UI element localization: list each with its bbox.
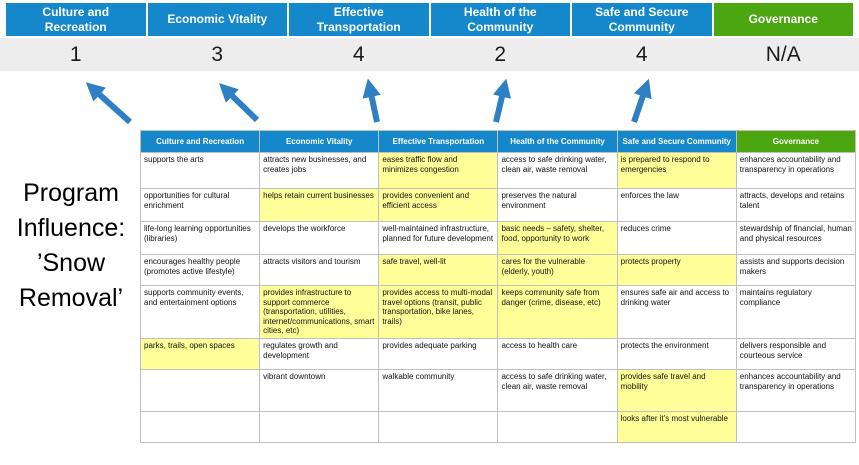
matrix-cell: access to health care [497, 338, 618, 370]
influence-arrow-4 [492, 78, 512, 123]
summary-header-safe-and-secure-community: Safe and Secure Community [572, 3, 712, 36]
matrix-cell [497, 411, 618, 443]
matrix-row-1: supports the arts attracts new businesses… [139, 152, 857, 189]
matrix-cell: basic needs – safety, shelter, food, opp… [497, 221, 618, 255]
matrix-header-economic-vitality: Economic Vitality [259, 130, 380, 153]
matrix-cell [139, 369, 261, 412]
summary-header-culture-and-recreation: Culture and Recreation [6, 3, 146, 36]
matrix-cell: attracts, develops and retains talent [735, 188, 857, 222]
matrix-cell: access to safe drinking water, clean air… [497, 369, 618, 412]
matrix-body: supports the arts attracts new businesses… [139, 152, 857, 443]
matrix-cell [378, 411, 499, 443]
matrix-cell [735, 411, 857, 443]
matrix-cell: supports the arts [139, 152, 261, 189]
matrix-cell: enhances accountability and transparency… [735, 369, 857, 412]
matrix-cell: is prepared to respond to emergencies [616, 152, 737, 189]
matrix-cell: encourages healthy people (promotes acti… [139, 254, 261, 286]
score-economic-vitality: 3 [211, 42, 224, 66]
matrix-row-8: looks after it's most vulnerable [139, 411, 857, 443]
page-title: Program Influence: ’Snow Removal’ [16, 179, 126, 312]
influence-arrow-1 [85, 82, 133, 125]
summary-header-row: Culture and Recreation Economic Vitality E… [6, 3, 853, 36]
summary-header-effective-transportation: Effective Transportation [289, 3, 429, 36]
matrix-header-safe-and-secure-community: Safe and Secure Community [616, 130, 737, 153]
influence-arrow-5 [631, 78, 652, 123]
influence-arrow-3 [362, 78, 381, 123]
influence-arrows [85, 78, 652, 125]
matrix-cell: well-maintained infrastructure, planned … [378, 221, 499, 255]
matrix-cell: protects property [616, 254, 737, 286]
matrix-cell: protects the environment [616, 338, 737, 370]
score-band: 1 3 4 2 4 N/A [0, 38, 859, 71]
matrix-cell: enhances accountability and transparency… [735, 152, 857, 189]
matrix-row-3: life-long learning opportunities (librar… [139, 221, 857, 255]
influence-matrix: Culture and Recreation Economic Vitality E… [139, 130, 857, 443]
matrix-cell: ensures safe air and access to drinking … [616, 285, 737, 339]
matrix-cell [139, 411, 261, 443]
matrix-cell: develops the workforce [259, 221, 380, 255]
summary-score-row: 1 3 4 2 4 N/A [6, 38, 853, 71]
matrix-cell: life-long learning opportunities (librar… [139, 221, 261, 255]
influence-arrow-2 [218, 83, 260, 123]
matrix-header-health-of-the-community: Health of the Community [497, 130, 618, 153]
matrix-cell: stewardship of financial, human and phys… [735, 221, 857, 255]
score-culture-and-recreation: 1 [69, 42, 82, 66]
matrix-cell [259, 411, 380, 443]
matrix-row-4: encourages healthy people (promotes acti… [139, 254, 857, 286]
matrix-cell: vibrant downtown [259, 369, 380, 412]
matrix-cell: provides infrastructure to support comme… [259, 285, 380, 339]
matrix-cell: access to safe drinking water, clean air… [497, 152, 618, 189]
matrix-cell: attracts visitors and tourism [259, 254, 380, 286]
matrix-cell: provides safe travel and mobility [616, 369, 737, 412]
score-safe-and-secure-community: 4 [635, 42, 648, 66]
matrix-cell: attracts new businesses, and creates job… [259, 152, 380, 189]
matrix-cell: opportunities for cultural enrichment [139, 188, 261, 222]
summary-header-governance: Governance [713, 3, 853, 36]
matrix-cell: regulates growth and development [259, 338, 380, 370]
score-health-of-the-community: 2 [494, 42, 507, 66]
matrix-cell: eases traffic flow and minimizes congest… [378, 152, 499, 189]
matrix-cell: supports community events, and entertain… [139, 285, 261, 339]
matrix-row-5: supports community events, and entertain… [139, 285, 857, 339]
matrix-cell: cares for the vulnerable (elderly, youth… [497, 254, 618, 286]
matrix-cell: safe travel, well-lit [378, 254, 499, 286]
matrix-cell: helps retain current businesses [259, 188, 380, 222]
matrix-cell: walkable community [378, 369, 499, 412]
score-effective-transportation: 4 [352, 42, 365, 66]
matrix-cell: delivers responsible and courteous servi… [735, 338, 857, 370]
matrix-cell: assists and supports decision makers [735, 254, 857, 286]
matrix-cell: looks after it's most vulnerable [616, 411, 737, 443]
matrix-header-culture-and-recreation: Culture and Recreation [139, 130, 261, 153]
matrix-cell: provides convenient and efficient access [378, 188, 499, 222]
matrix-cell: maintains regulatory compliance [735, 285, 857, 339]
matrix-cell: provides adequate parking [378, 338, 499, 370]
matrix-row-6: parks, trails, open spaces regulates grow… [139, 338, 857, 370]
matrix-cell: provides access to multi-modal travel op… [378, 285, 499, 339]
summary-header-health-of-the-community: Health of the Community [430, 3, 570, 36]
matrix-cell: parks, trails, open spaces [139, 338, 261, 370]
matrix-cell: keeps community safe from danger (crime,… [497, 285, 618, 339]
score-governance: N/A [765, 42, 801, 66]
matrix-header-effective-transportation: Effective Transportation [378, 130, 499, 153]
matrix-cell: preserves the natural environment [497, 188, 618, 222]
matrix-cell: enforces the law [616, 188, 737, 222]
matrix-header-governance: Governance [735, 130, 857, 153]
matrix-row-7: vibrant downtown walkable community access… [139, 369, 857, 412]
summary-header-economic-vitality: Economic Vitality [147, 3, 287, 36]
matrix-header-row: Culture and Recreation Economic Vitality E… [139, 130, 857, 153]
matrix-cell: reduces crime [616, 221, 737, 255]
matrix-row-2: opportunities for cultural enrichment hel… [139, 188, 857, 222]
